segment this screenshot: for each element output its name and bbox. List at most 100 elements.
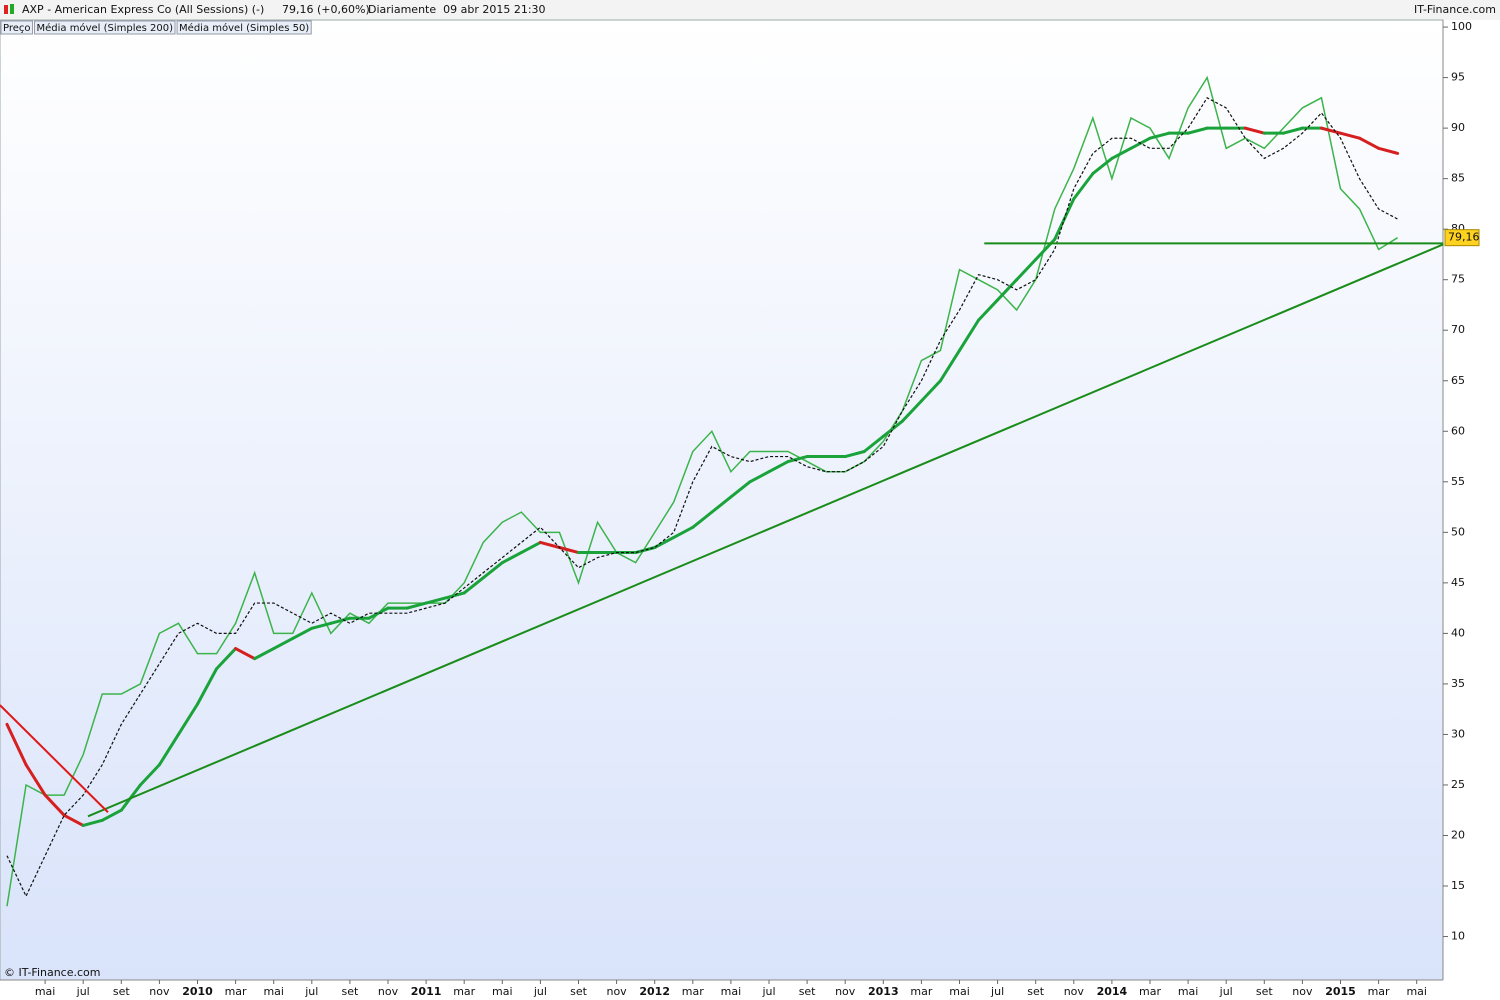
moving-average-segment xyxy=(253,647,276,661)
y-tick-label: 65 xyxy=(1451,374,1465,387)
x-tick-label: mar xyxy=(910,985,932,998)
moving-average-segment xyxy=(462,576,485,595)
brand: IT-Finance.com xyxy=(1414,3,1496,16)
x-tick-label: 2013 xyxy=(868,985,899,998)
moving-average-segment xyxy=(557,545,580,555)
moving-average-segment xyxy=(1243,126,1266,135)
moving-average-segment xyxy=(443,591,466,600)
moving-average-segment xyxy=(81,818,104,827)
moving-average-segment xyxy=(367,606,390,620)
y-tick-label: 70 xyxy=(1451,323,1465,336)
x-tick-label: 2015 xyxy=(1325,985,1356,998)
moving-average-segment xyxy=(919,379,942,403)
moving-average-segment xyxy=(1358,136,1381,150)
y-tick-label: 90 xyxy=(1451,121,1465,134)
moving-average-segment xyxy=(1091,156,1114,176)
moving-average-segment xyxy=(1015,257,1038,282)
x-tick-label: mai xyxy=(263,985,284,998)
y-tick-label: 75 xyxy=(1451,273,1465,286)
legend-box xyxy=(176,20,312,35)
moving-average-segment xyxy=(176,702,199,736)
last-price-label: 79,16 xyxy=(1448,231,1480,244)
legend-box xyxy=(34,20,176,35)
y-tick-label: 85 xyxy=(1451,172,1465,185)
moving-average-segment xyxy=(900,399,923,423)
period: Diariamente 09 abr 2015 21:30 xyxy=(368,3,546,16)
x-tick-label: set xyxy=(570,985,587,998)
x-tick-label: set xyxy=(113,985,130,998)
x-tick-label: jul xyxy=(76,985,90,998)
plot-area xyxy=(0,19,1444,981)
moving-average-segment xyxy=(691,510,714,529)
y-tick-label: 40 xyxy=(1451,626,1465,639)
legend-label: Média móvel (Simples 200) xyxy=(37,22,174,34)
moving-average-segment xyxy=(1110,146,1133,160)
moving-average-segment xyxy=(672,525,695,539)
y-tick-label: 30 xyxy=(1451,727,1465,740)
moving-average-segment xyxy=(653,535,676,549)
trendline xyxy=(0,704,109,813)
moving-average-segment xyxy=(157,732,180,767)
x-tick-label: jul xyxy=(304,985,318,998)
x-tick-label: mar xyxy=(1368,985,1390,998)
moving-average-segment xyxy=(43,793,66,817)
quote: 79,16 (+0,60%) xyxy=(282,3,370,16)
moving-average-segment xyxy=(729,480,752,499)
moving-average-segment xyxy=(1148,131,1171,140)
moving-average-segment xyxy=(196,667,219,706)
y-tick-label: 95 xyxy=(1451,71,1465,84)
moving-average-segment xyxy=(748,470,771,484)
moving-average-segment xyxy=(996,278,1019,302)
legend-box xyxy=(0,20,34,35)
y-tick-label: 45 xyxy=(1451,576,1465,589)
x-tick-label: nov xyxy=(835,985,856,998)
moving-average-segment xyxy=(843,449,866,459)
x-tick-label: 2012 xyxy=(639,985,670,998)
x-tick-label: 2014 xyxy=(1097,985,1128,998)
moving-average-segment xyxy=(767,460,790,474)
moving-average-segment xyxy=(1339,131,1362,140)
moving-average-segment xyxy=(538,540,561,549)
moving-average-segment xyxy=(329,616,352,625)
y-tick-label: 100 xyxy=(1451,20,1472,33)
moving-average-segment xyxy=(310,621,333,630)
x-tick-label: mar xyxy=(1139,985,1161,998)
moving-average-segment xyxy=(62,813,85,827)
moving-average-segment xyxy=(519,540,542,555)
x-tick-label: mai xyxy=(35,985,56,998)
moving-average-segment xyxy=(862,434,885,453)
moving-average-segment xyxy=(100,808,123,822)
moving-average xyxy=(6,97,1398,898)
moving-average-segment xyxy=(1072,172,1095,201)
copyright: © IT-Finance.com xyxy=(4,966,101,979)
moving-average-segment xyxy=(291,626,314,640)
x-tick-label: nov xyxy=(149,985,170,998)
moving-average-segment xyxy=(881,419,904,438)
x-tick-label: jul xyxy=(533,985,547,998)
moving-average-segment xyxy=(1281,126,1304,135)
moving-average-segment xyxy=(138,763,161,787)
y-tick-label: 55 xyxy=(1451,475,1465,488)
moving-average-segment xyxy=(234,647,257,661)
x-tick-label: 2010 xyxy=(182,985,213,998)
moving-average-segment xyxy=(710,495,733,514)
y-tick-label: 20 xyxy=(1451,828,1465,841)
moving-average-segment xyxy=(1186,126,1209,135)
moving-average-segment xyxy=(977,298,1000,322)
moving-average-segment xyxy=(500,551,523,565)
moving-average-segment xyxy=(1377,146,1400,155)
x-tick-label: nov xyxy=(378,985,399,998)
price-line xyxy=(6,75,1399,907)
x-tick-label: mai xyxy=(949,985,970,998)
x-tick-label: jul xyxy=(1219,985,1233,998)
last-price-box xyxy=(1444,229,1480,247)
moving-average-segment xyxy=(24,763,47,797)
x-tick-label: mai xyxy=(721,985,742,998)
icon xyxy=(4,5,8,14)
icon xyxy=(10,4,14,14)
moving-average-segment xyxy=(405,601,428,610)
moving-average-segment xyxy=(481,561,504,580)
x-tick-label: jul xyxy=(990,985,1004,998)
header-bar xyxy=(0,0,1500,20)
